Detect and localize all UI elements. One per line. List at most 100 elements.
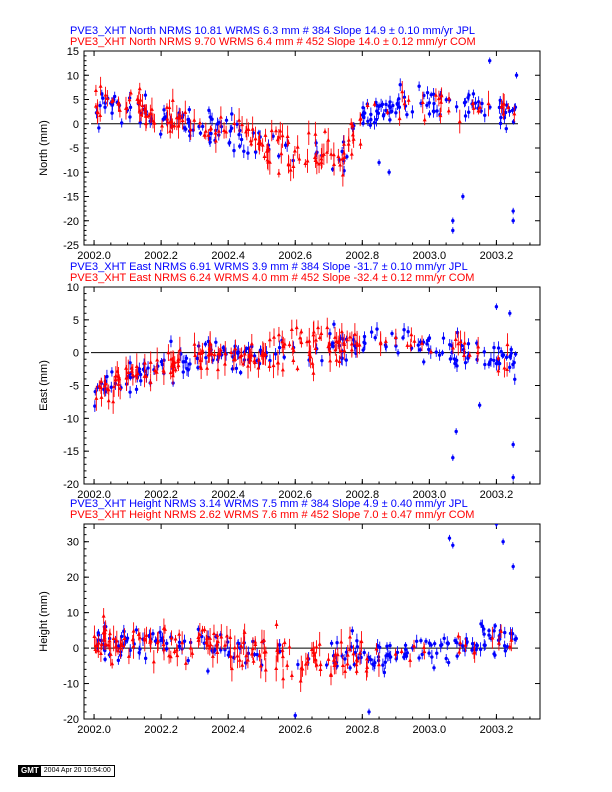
point-com	[346, 141, 351, 146]
point-jpl	[505, 644, 510, 649]
point-com	[111, 399, 116, 404]
point-jpl	[252, 652, 257, 657]
point-jpl	[406, 330, 410, 334]
point-jpl	[461, 644, 465, 648]
panel-2-ytick-label: 30	[67, 537, 79, 549]
point-jpl	[271, 134, 275, 138]
panel-1-xtick-label: 2002.2	[144, 489, 178, 501]
point-jpl	[478, 647, 483, 652]
point-com	[170, 98, 175, 102]
point-jpl	[430, 655, 434, 659]
point-com	[263, 667, 268, 672]
point-com	[349, 121, 354, 126]
point-com	[420, 100, 425, 105]
point-com	[342, 348, 347, 353]
point-jpl	[476, 100, 481, 104]
point-jpl	[200, 124, 205, 129]
point-com	[206, 132, 211, 137]
point-com	[117, 108, 122, 112]
point-com	[265, 157, 270, 162]
point-com	[439, 99, 444, 104]
point-com	[289, 673, 294, 677]
point-jpl	[470, 642, 475, 646]
point-com	[203, 128, 208, 133]
point-jpl	[470, 648, 474, 652]
point-com	[153, 368, 158, 372]
point-jpl	[371, 662, 375, 667]
point-jpl	[110, 111, 114, 115]
point-jpl	[159, 638, 163, 643]
panel-2-ytick-label: -20	[63, 714, 79, 726]
point-com	[103, 641, 108, 646]
point-com	[174, 115, 179, 120]
point-com	[101, 613, 106, 618]
point-com	[506, 105, 511, 109]
point-com	[336, 154, 341, 159]
point-jpl	[128, 105, 133, 110]
point-com	[275, 646, 280, 651]
panel-1: PVE3_XHT East NRMS 6.91 WRMS 3.9 mm # 38…	[38, 261, 541, 501]
point-com	[276, 650, 281, 655]
point-com	[162, 647, 167, 652]
point-jpl	[335, 641, 339, 645]
gmt-logo: GMT	[19, 766, 41, 776]
point-jpl	[437, 353, 442, 357]
point-com	[358, 141, 363, 146]
panel-2-points	[92, 524, 518, 719]
point-com	[291, 358, 296, 362]
point-com	[385, 109, 390, 114]
point-com	[313, 131, 318, 136]
point-jpl	[442, 636, 446, 641]
point-com	[374, 646, 379, 651]
point-com	[222, 643, 227, 647]
point-jpl	[138, 647, 142, 651]
point-com	[412, 338, 417, 343]
point-com	[250, 126, 255, 131]
point-com	[274, 666, 279, 670]
point-com	[496, 355, 501, 360]
point-com	[420, 341, 425, 345]
point-jpl	[374, 117, 379, 122]
point-com	[135, 371, 140, 376]
point-com	[345, 337, 350, 342]
point-com	[93, 103, 98, 108]
point-com	[439, 93, 444, 98]
point-com	[198, 358, 203, 362]
point-jpl	[328, 332, 332, 336]
point-jpl	[504, 355, 509, 360]
point-com	[262, 154, 267, 159]
point-jpl	[504, 126, 508, 131]
point-jpl	[198, 131, 203, 135]
point-jpl	[429, 93, 433, 97]
point-jpl	[497, 105, 502, 110]
point-jpl	[253, 150, 258, 154]
point-jpl	[465, 640, 469, 644]
point-jpl	[320, 358, 324, 363]
point-com	[505, 367, 510, 371]
point-jpl	[235, 122, 239, 126]
point-jpl	[355, 639, 359, 643]
point-com	[358, 650, 363, 655]
point-com	[192, 117, 197, 122]
point-com	[165, 119, 170, 124]
point-jpl	[296, 662, 300, 667]
point-jpl	[181, 360, 185, 364]
point-com	[116, 648, 121, 653]
point-outlier	[451, 219, 455, 223]
point-jpl	[492, 345, 496, 350]
point-jpl	[398, 83, 402, 87]
point-com	[280, 133, 285, 138]
point-com	[106, 642, 111, 647]
point-com	[358, 116, 363, 121]
point-jpl	[482, 350, 486, 354]
point-jpl	[103, 657, 107, 662]
point-jpl	[251, 131, 256, 135]
point-com	[137, 86, 142, 91]
point-jpl	[122, 629, 126, 634]
point-jpl	[377, 104, 381, 108]
panel-0-xtick-label: 2003.0	[413, 250, 447, 262]
panel-1-xtick-label: 2003.2	[480, 489, 514, 501]
point-com	[103, 381, 108, 385]
point-com	[94, 643, 99, 648]
panel-2-xtick-label: 2002.8	[345, 724, 379, 736]
